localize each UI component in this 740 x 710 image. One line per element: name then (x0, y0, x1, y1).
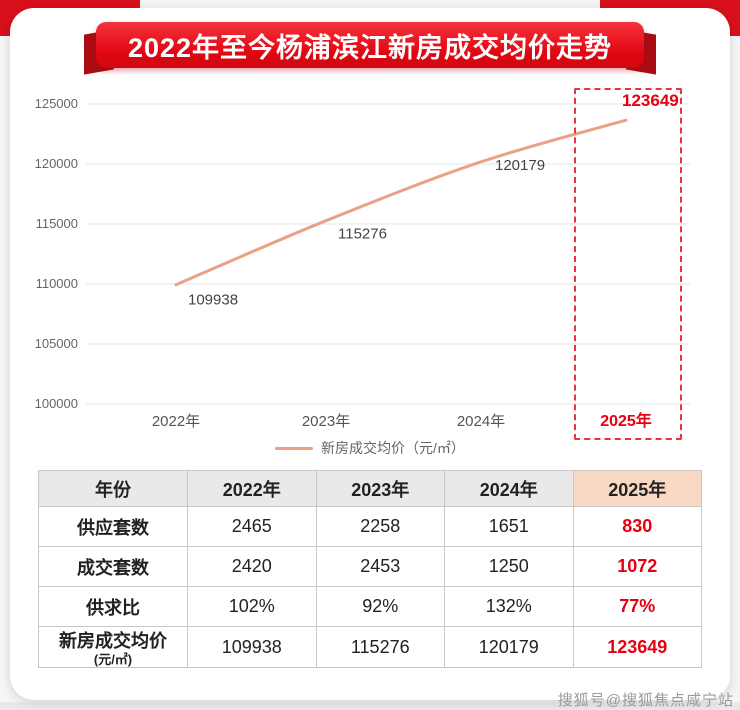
table-cell: 1072 (572, 546, 702, 587)
svg-text:120000: 120000 (35, 156, 78, 171)
price-trend-chart: 100000 105000 110000 115000 120000 125000 2022… (26, 84, 714, 458)
row-label: 新房成交均价 (元/㎡) (38, 626, 188, 668)
col-header: 2023年 (315, 470, 445, 507)
table-cell: 109938 (187, 626, 317, 668)
col-header: 2024年 (444, 470, 574, 507)
svg-text:2025年: 2025年 (600, 411, 652, 430)
bottom-gray-strip (0, 702, 740, 710)
svg-text:115276: 115276 (338, 226, 387, 243)
col-header: 2022年 (187, 470, 317, 507)
table-row: 新房成交均价 (元/㎡) 109938 115276 120179 123649 (38, 626, 702, 668)
svg-text:115000: 115000 (36, 216, 78, 231)
trend-line-chart-svg: 100000 105000 110000 115000 120000 125000 2022… (35, 91, 690, 430)
price-table: 年份 2022年 2023年 2024年 2025年 供应套数 2465 2258 1651 83… (38, 470, 702, 668)
svg-text:2024年: 2024年 (457, 413, 505, 430)
legend-label: 新房成交均价（元/㎡） (321, 440, 465, 456)
table-cell: 1250 (444, 546, 574, 587)
table-cell: 2465 (187, 506, 317, 547)
watermark: 搜狐号@搜狐焦点咸宁站 (557, 692, 734, 709)
table-cell: 115276 (315, 626, 445, 668)
table-cell: 2420 (187, 546, 317, 587)
table-cell: 2453 (315, 546, 445, 587)
svg-text:105000: 105000 (35, 336, 78, 351)
table-cell: 92% (315, 586, 445, 627)
table-cell: 2258 (315, 506, 445, 547)
chart-legend: 新房成交均价（元/㎡） (26, 438, 714, 458)
row-label: 供求比 (38, 586, 188, 627)
col-header: 年份 (38, 470, 188, 507)
table-cell: 123649 (572, 626, 702, 668)
table-row: 成交套数 2420 2453 1250 1072 (38, 546, 702, 587)
table-cell: 1651 (444, 506, 574, 547)
table-row: 供求比 102% 92% 132% 77% (38, 586, 702, 627)
col-header: 2025年 (572, 470, 702, 507)
svg-text:109938: 109938 (188, 292, 238, 309)
table-row: 供应套数 2465 2258 1651 830 (38, 506, 702, 547)
table-cell: 120179 (444, 626, 574, 668)
row-label-unit: (元/㎡) (93, 652, 133, 667)
svg-text:2022年: 2022年 (152, 413, 200, 430)
svg-text:110000: 110000 (36, 276, 78, 291)
banner-ribbon: 2022年至今杨浦滨江新房成交均价走势 (96, 22, 644, 68)
table-cell: 132% (444, 586, 574, 627)
svg-text:125000: 125000 (35, 96, 78, 111)
page-title: 2022年至今杨浦滨江新房成交均价走势 (127, 32, 613, 63)
svg-text:2023年: 2023年 (302, 413, 350, 430)
svg-text:123649: 123649 (622, 91, 679, 110)
content-card: 2022年至今杨浦滨江新房成交均价走势 100000 105000 110000 11… (10, 8, 730, 700)
table-cell: 77% (572, 586, 702, 627)
title-banner: 2022年至今杨浦滨江新房成交均价走势 (84, 22, 656, 75)
table-cell: 102% (187, 586, 317, 627)
table-cell: 830 (572, 506, 702, 547)
row-label: 成交套数 (38, 546, 188, 587)
svg-text:100000: 100000 (35, 396, 78, 411)
row-label: 供应套数 (38, 506, 188, 547)
legend-line-swatch (275, 446, 314, 450)
svg-text:120179: 120179 (495, 157, 545, 174)
table-header-row: 年份 2022年 2023年 2024年 2025年 (38, 470, 702, 507)
